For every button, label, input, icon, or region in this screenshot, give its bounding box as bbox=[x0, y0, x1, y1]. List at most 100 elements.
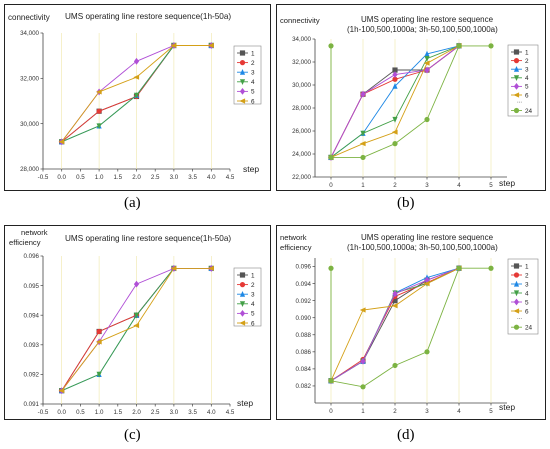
y-tick-label: 0.095 bbox=[24, 283, 40, 290]
data-point-series-2 bbox=[96, 328, 102, 335]
legend-label-4: 4 bbox=[525, 75, 529, 82]
x-tick-label: 2.0 bbox=[132, 409, 141, 416]
x-tick-label: 5 bbox=[489, 182, 493, 189]
data-point-series-24 bbox=[328, 265, 334, 271]
data-point-series-5 bbox=[424, 66, 430, 74]
legend-box bbox=[507, 258, 539, 335]
legend-swatch-marker-24 bbox=[513, 107, 520, 114]
y-tick-label: 34,000 bbox=[20, 30, 39, 37]
data-point-series-6 bbox=[58, 139, 65, 145]
y-tick-label: 30,000 bbox=[20, 121, 39, 128]
x-tick-label: -0.5 bbox=[38, 409, 49, 416]
y-tick-label: 0.094 bbox=[24, 312, 40, 319]
data-point-series-24 bbox=[456, 265, 462, 271]
y-tick-label: 34,000 bbox=[292, 36, 311, 43]
legend-label-5: 5 bbox=[525, 84, 529, 91]
data-point-series-4 bbox=[360, 130, 366, 137]
data-point-series-6 bbox=[170, 42, 177, 49]
x-tick-label: 3.5 bbox=[188, 174, 197, 181]
y-tick-label: 24,000 bbox=[292, 151, 311, 158]
x-tick-label: 0.0 bbox=[57, 174, 66, 181]
legend-label-6: 6 bbox=[251, 320, 255, 327]
chart-title: UMS operating line restore sequence(1h-5… bbox=[65, 12, 231, 21]
y-axis-label: connectivity bbox=[8, 13, 50, 22]
legend-swatch-marker-24 bbox=[513, 324, 520, 330]
data-point-series-6 bbox=[208, 42, 214, 49]
legend-label-3: 3 bbox=[525, 281, 529, 288]
y-tick-label: 0.096 bbox=[24, 253, 40, 260]
data-point-series-6 bbox=[359, 141, 366, 147]
chart-title: UMS operating line restore sequence bbox=[361, 233, 494, 242]
y-tick-label: 32,000 bbox=[20, 76, 39, 83]
data-point-series-6 bbox=[95, 89, 102, 95]
y-axis-label: connectivity bbox=[280, 16, 320, 25]
data-point-series-6 bbox=[208, 265, 214, 272]
legend-swatch-marker-5 bbox=[513, 298, 520, 306]
legend-label-4: 4 bbox=[251, 79, 255, 86]
data-point-series-6 bbox=[359, 307, 366, 313]
panel-label-b: (b) bbox=[397, 195, 415, 211]
legend-swatch-marker-4 bbox=[239, 301, 246, 307]
chart-b-svg: 0 1 2 3 4 522,00024,00026,00028,00030,00032,0… bbox=[280, 15, 539, 189]
legend-label-2: 2 bbox=[525, 272, 529, 279]
legend-ellipsis: ... bbox=[517, 315, 522, 321]
data-point-series-5 bbox=[360, 357, 366, 365]
legend-box bbox=[233, 267, 262, 327]
chart-panel-d: 0 1 2 3 4 5 0.082 0.084 0.086 0.088 0.090 0.092 0.09… bbox=[276, 225, 546, 420]
x-tick-label: 3 bbox=[425, 408, 429, 415]
legend-swatch-marker-3 bbox=[513, 66, 520, 72]
chart-panel-c: -0.5 0.0 0.5 1.0 1.5 2.0 2.5 3.0 3.5 4.0 4.5 0.091 0… bbox=[4, 225, 271, 420]
data-point-series-3 bbox=[392, 82, 398, 89]
y-tick-label: 0.082 bbox=[296, 383, 312, 390]
legend-label-1: 1 bbox=[251, 50, 255, 57]
legend-swatch-marker-5 bbox=[239, 310, 246, 317]
panel-label-a: (a) bbox=[124, 195, 141, 211]
data-point-series-4 bbox=[424, 55, 430, 62]
legend-swatch-marker-2 bbox=[239, 282, 246, 288]
data-point-series-6 bbox=[170, 265, 177, 272]
y-tick-label: 28,000 bbox=[20, 166, 39, 173]
legend-label-6: 6 bbox=[525, 92, 529, 99]
data-point-series-6 bbox=[95, 339, 102, 345]
y-axis-label-line2: efficiency bbox=[280, 243, 312, 252]
y-tick-label: 0.091 bbox=[24, 401, 40, 408]
legend-swatch-marker-6 bbox=[239, 320, 246, 326]
legend-swatch-marker-4 bbox=[239, 79, 246, 85]
legend-ellipsis: ... bbox=[517, 99, 522, 105]
legend-label-5: 5 bbox=[251, 311, 255, 318]
legend-swatch-marker-5 bbox=[513, 83, 520, 90]
data-point-series-5 bbox=[392, 71, 398, 79]
legend-label-4: 4 bbox=[525, 290, 529, 297]
x-tick-label: 4.5 bbox=[226, 174, 235, 181]
panel-label-d: (d) bbox=[397, 427, 415, 443]
data-point-series-6 bbox=[423, 60, 430, 66]
legend-label-2: 2 bbox=[251, 282, 255, 289]
x-tick-label: 3.0 bbox=[170, 409, 179, 416]
data-point-series-24 bbox=[456, 43, 462, 49]
legend-swatch-marker-2 bbox=[513, 58, 520, 64]
x-tick-label: -0.5 bbox=[38, 174, 49, 181]
legend-swatch-marker-6 bbox=[513, 308, 520, 314]
x-axis-label: step bbox=[237, 398, 253, 408]
legend-label-3: 3 bbox=[251, 70, 255, 77]
x-tick-label: 0.0 bbox=[57, 409, 66, 416]
legend-swatch-marker-2 bbox=[513, 272, 520, 278]
legend-box bbox=[233, 45, 262, 105]
data-point-series-24 bbox=[360, 154, 366, 161]
panel-label-c: (c) bbox=[124, 427, 141, 443]
x-tick-label: 1 bbox=[361, 182, 365, 189]
legend-label-5: 5 bbox=[251, 89, 255, 96]
data-point-series-24 bbox=[328, 43, 334, 49]
data-point-series-2 bbox=[392, 76, 398, 82]
x-tick-label: 0.5 bbox=[76, 174, 85, 181]
data-point-series-5 bbox=[360, 90, 366, 98]
x-tick-label: 4 bbox=[457, 182, 461, 189]
data-point-series-5 bbox=[424, 276, 430, 284]
legend-swatch-marker-2 bbox=[239, 60, 246, 66]
legend-swatch-marker-5 bbox=[239, 88, 246, 95]
data-point-series-24 bbox=[424, 349, 430, 355]
legend-label-6: 6 bbox=[525, 308, 529, 315]
data-point-series-24 bbox=[424, 116, 430, 123]
data-point-series-6 bbox=[391, 303, 398, 309]
y-tick-label: 0.093 bbox=[24, 342, 40, 349]
